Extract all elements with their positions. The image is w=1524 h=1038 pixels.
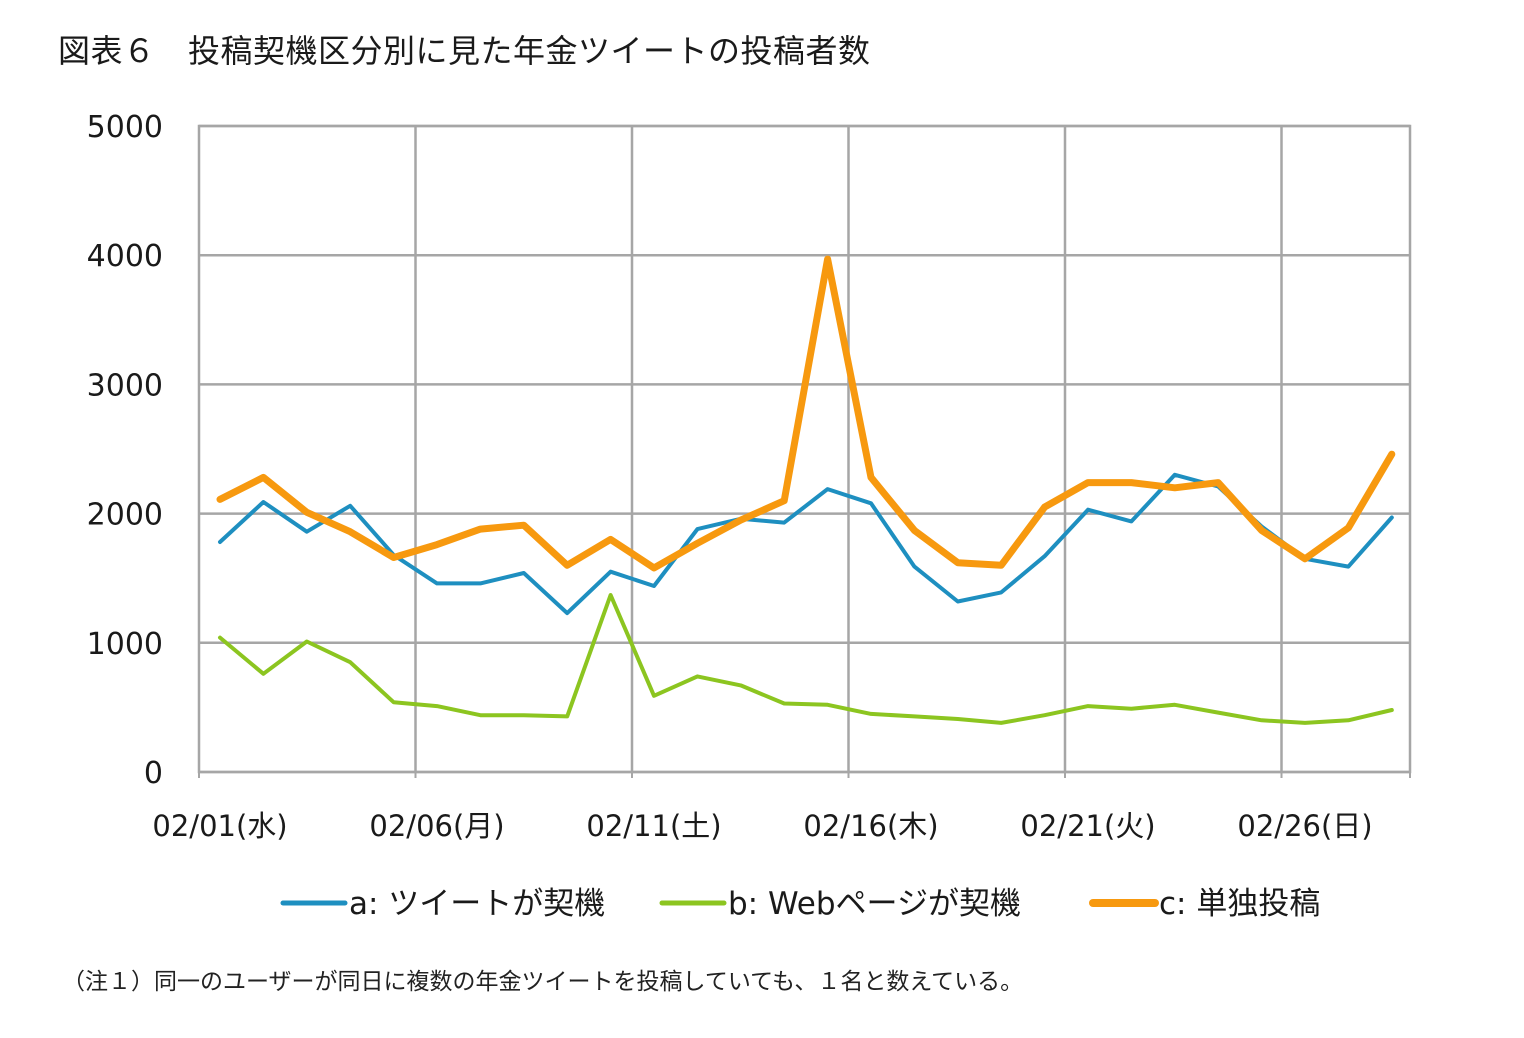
- x-tick-label: 02/26(日): [1237, 809, 1372, 843]
- series-line-c: [216, 255, 1396, 572]
- x-tick-label: 02/01(水): [152, 809, 287, 843]
- y-tick-label: 2000: [87, 498, 163, 533]
- y-tick-label: 1000: [87, 627, 163, 662]
- x-axis-ticks: 02/01(水) 02/06(月) 02/11(土) 02/16(木) 02/21(火)…: [152, 809, 1372, 843]
- y-tick-label: 5000: [87, 110, 163, 145]
- y-axis-ticks: 0 1000 2000 3000 4000 5000: [87, 110, 163, 791]
- y-tick-label: 3000: [87, 368, 163, 403]
- x-tick-label: 02/11(土): [586, 809, 721, 843]
- x-tick-label: 02/06(月): [369, 809, 504, 843]
- x-tick-label: 02/21(火): [1020, 809, 1155, 843]
- legend-label-a: a: ツイートが契機: [349, 886, 605, 922]
- series-line-a: [218, 472, 1394, 616]
- series-line-b: [218, 593, 1394, 725]
- plot-border: [197, 124, 1412, 774]
- footnote: （注１）同一のユーザーが同日に複数の年金ツイートを投稿していても、１名と数えてい…: [62, 969, 1024, 995]
- y-tick-label: 4000: [87, 239, 163, 274]
- chart-title: 図表６ 投稿契機区分別に見た年金ツイートの投稿者数: [58, 32, 871, 70]
- y-tick-label: 0: [144, 756, 163, 791]
- legend-label-c: c: 単独投稿: [1159, 886, 1320, 922]
- legend: a: ツイートが契機 b: Webページが契機 c: 単独投稿: [280, 886, 1320, 922]
- grid-lines: [197, 124, 1412, 778]
- x-tick-label: 02/16(木): [803, 809, 938, 843]
- series-lines: [216, 255, 1396, 725]
- legend-label-b: b: Webページが契機: [728, 886, 1021, 922]
